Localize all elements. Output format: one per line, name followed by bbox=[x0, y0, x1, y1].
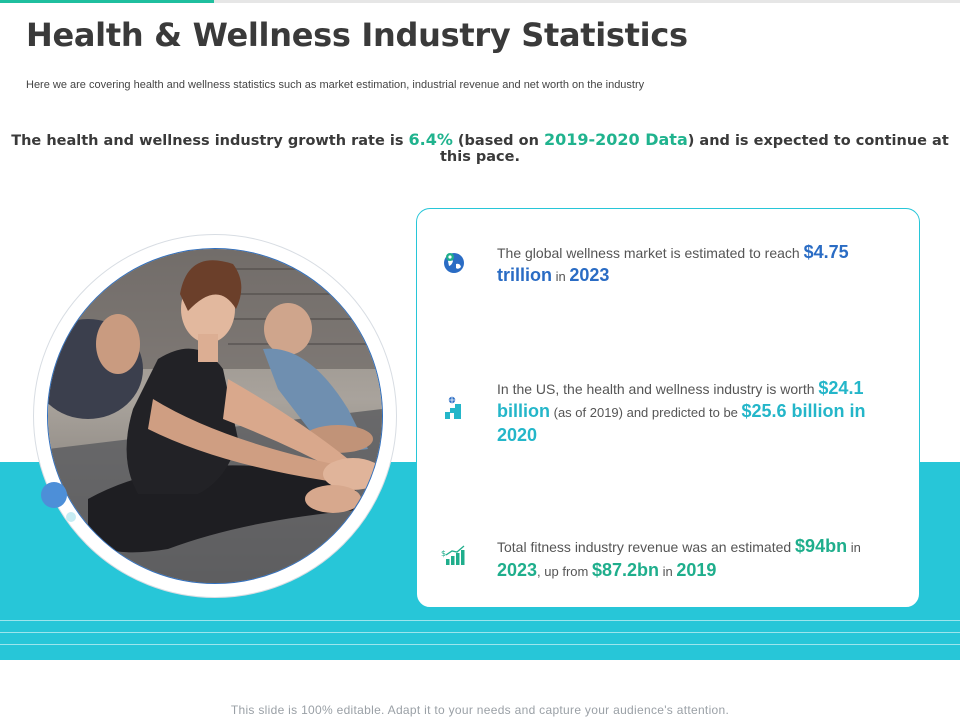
stat-value: 2023 bbox=[569, 265, 610, 285]
stat-text: in bbox=[659, 564, 677, 579]
stat-value: $94bn bbox=[795, 536, 848, 556]
stat-global-market: The global wellness market is estimated … bbox=[497, 241, 897, 288]
revenue-bar-chart-icon: $ bbox=[441, 545, 465, 565]
top-divider bbox=[0, 0, 960, 3]
page-title: Health & Wellness Industry Statistics bbox=[26, 16, 688, 54]
growth-suffix: ) and is expected to continue at this pa… bbox=[439, 133, 949, 165]
svg-text:$: $ bbox=[441, 549, 446, 558]
stat-fitness-revenue: Total fitness industry revenue was an es… bbox=[497, 535, 897, 583]
decor-dot bbox=[41, 482, 67, 508]
growth-data-year: 2019-2020 Data bbox=[543, 130, 688, 149]
band-line bbox=[0, 632, 960, 633]
stat-text: in bbox=[552, 269, 570, 284]
stat-text: In the US, the health and wellness indus… bbox=[497, 381, 819, 397]
band-line bbox=[0, 620, 960, 621]
stat-text: in bbox=[847, 540, 861, 555]
stat-value: $4.75 trillion bbox=[497, 242, 849, 285]
stat-text: The global wellness market is estimated … bbox=[497, 245, 804, 261]
stat-text: Total fitness industry revenue was an es… bbox=[497, 539, 796, 555]
page-subtitle: Here we are covering health and wellness… bbox=[26, 79, 645, 91]
growth-rate: 6.4% bbox=[408, 130, 453, 149]
band-line bbox=[0, 644, 960, 645]
yoga-photo bbox=[47, 248, 383, 584]
stats-card: The global wellness market is estimated … bbox=[416, 208, 920, 608]
growth-building-icon bbox=[445, 396, 461, 419]
growth-middle: (based on bbox=[452, 133, 544, 149]
stat-us-industry: In the US, the health and wellness indus… bbox=[497, 377, 897, 447]
stat-value: 2019 bbox=[676, 560, 717, 580]
footer-note: This slide is 100% editable. Adapt it to… bbox=[230, 703, 730, 717]
decor-dot bbox=[66, 512, 76, 522]
stat-text: (as of 2019) and predicted to be bbox=[550, 405, 742, 420]
stat-value: $87.2bn bbox=[591, 560, 660, 580]
stat-value: $24.1 billion bbox=[497, 378, 864, 421]
yoga-stretch-photo bbox=[48, 249, 382, 583]
stat-value: 2023 bbox=[497, 560, 538, 580]
stat-value: $25.6 billion in 2020 bbox=[497, 401, 866, 445]
growth-statement: The health and wellness industry growth … bbox=[0, 130, 960, 165]
globe-pin-icon bbox=[444, 253, 464, 273]
stat-text: , up from bbox=[537, 564, 592, 579]
growth-prefix: The health and wellness industry growth … bbox=[11, 133, 409, 149]
top-accent-bar bbox=[0, 0, 214, 3]
